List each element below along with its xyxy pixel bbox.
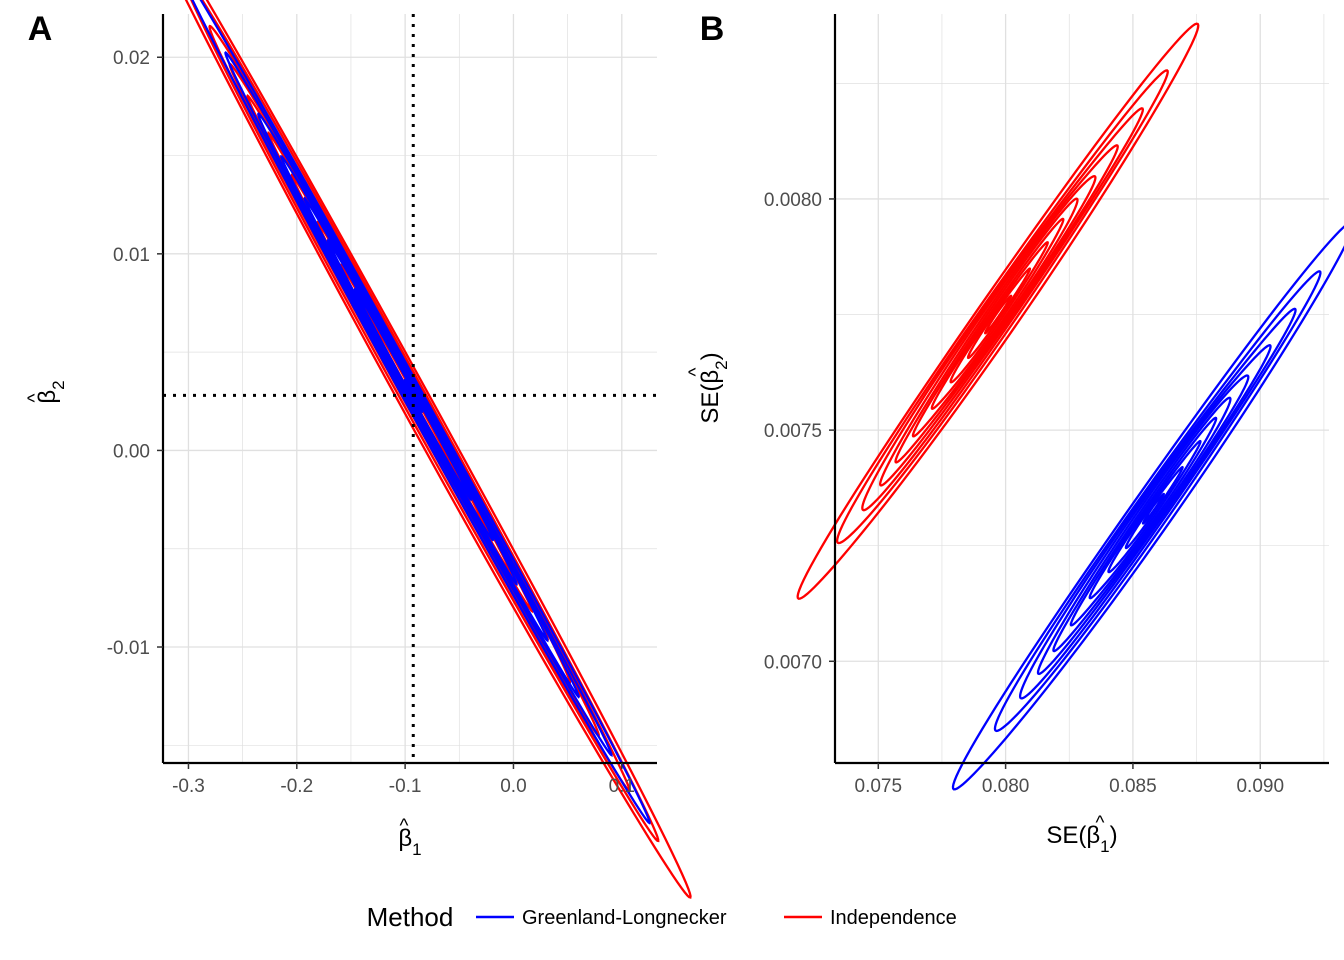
panel-a-y-tick-label-1: 0.00 (113, 441, 150, 462)
panel-b-contour-independence-0 (796, 22, 1200, 600)
legend: Method Greenland-Longnecker Independence (367, 902, 957, 932)
panel-b-x-axis-title: SE(β1) ^ (1046, 813, 1117, 856)
panel-b-contour-greenland-longnecker-0 (951, 225, 1344, 791)
panel-b-y-tick-label-2: 0.0080 (764, 190, 822, 211)
panel-a-contour-greenland-longnecker-7 (403, 378, 424, 414)
panel-b-x-axis-title-close: ) (1110, 822, 1118, 849)
panel-a-contour-independence-0 (184, 0, 692, 899)
panel-b-contour-greenland-longnecker-8 (1124, 465, 1184, 550)
panel-b-contours (796, 22, 1344, 791)
panel-a-y-tick-label-0: -0.01 (107, 638, 150, 659)
panel-b-x-axis-title-sub: 1 (1100, 837, 1109, 856)
svg-text:β1: β1 (398, 825, 421, 859)
panel-b-x-tick-label-2: 0.085 (1109, 776, 1157, 797)
panel-a-y-tick-label-2: 0.01 (113, 245, 150, 266)
panel-b-contour-independence-5 (911, 197, 1079, 438)
panel-b: B 0.075 0.080 0.085 0.090 0.0070 0.0075 0.0080… (686, 10, 1344, 856)
panel-b-y-tick-label-1: 0.0075 (764, 421, 822, 442)
panel-a-y-tick-label-3: 0.02 (113, 48, 150, 69)
panel-b-contour-greenland-longnecker-6 (1088, 416, 1218, 600)
panel-b-x-axis-title-base: SE(β (1046, 822, 1100, 849)
panel-b-x-axis-title-hat: ^ (1096, 813, 1105, 834)
panel-b-x-tick-label-3: 0.090 (1236, 776, 1284, 797)
panel-a-x-tick-label-4: 0.1 (609, 776, 635, 797)
panel-a-x-axis-title-sub: 1 (412, 840, 421, 859)
panel-a: A -0.3 -0.2 -0.1 0.0 0.1-0.010.000.010.02 β1… (25, 0, 692, 899)
panel-a-y-axis-title-base: β (34, 390, 61, 404)
panel-b-x-tick-label-0: 0.075 (855, 776, 903, 797)
legend-title: Method (367, 902, 454, 932)
legend-label-greenland-longnecker: Greenland-Longnecker (522, 907, 727, 929)
panel-b-y-axis-title-close: ) (697, 352, 724, 360)
panel-b-contour-greenland-longnecker-5 (1069, 396, 1232, 627)
panel-a-tag: A (28, 10, 53, 48)
svg-text:SE(β1): SE(β1) (1046, 822, 1117, 856)
panel-b-contour-greenland-longnecker-7 (1107, 439, 1202, 574)
panel-b-y-axis-title-base: SE(β (697, 370, 724, 424)
panel-a-contour-greenland-longnecker-0 (191, 0, 651, 825)
panel-b-contour-greenland-longnecker-2 (1018, 307, 1297, 700)
panel-b-contour-independence-1 (835, 69, 1169, 545)
panel-b-contour-independence-2 (861, 107, 1145, 512)
panel-b-contour-independence-4 (894, 175, 1097, 464)
panel-a-x-axis-title-base: β (398, 825, 412, 852)
panel-b-ticks: 0.075 0.080 0.085 0.090 0.0070 0.0075 0.0080 (764, 14, 1329, 797)
panel-a-contour-independence-1 (190, 0, 660, 843)
panel-b-x-tick-label-1: 0.080 (982, 776, 1030, 797)
panel-b-y-axis-title: SE(β2) ^ (686, 352, 731, 423)
panel-b-contour-independence-3 (879, 144, 1119, 487)
panel-b-contour-greenland-longnecker-9 (1141, 492, 1165, 525)
panel-a-ticks: -0.3 -0.2 -0.1 0.0 0.1 -0.01 0.00 0.01 0.02 (107, 14, 657, 797)
panel-a-x-tick-label-2: -0.1 (389, 776, 422, 797)
panel-a-y-axis-title: β2 ^ (25, 380, 68, 403)
panel-a-y-axis-title-hat: ^ (25, 393, 46, 402)
panel-a-contour-greenland-longnecker-5 (326, 238, 495, 542)
legend-label-independence: Independence (830, 907, 957, 929)
panel-a-x-axis-title-hat: ^ (400, 816, 409, 837)
panel-b-y-axis-title-sub: 2 (712, 360, 731, 369)
panel-b-contour-independence-8 (966, 267, 1032, 360)
panel-a-contours (184, 0, 692, 899)
panel-b-y-axis-title-hat: ^ (686, 367, 707, 376)
panel-b-contour-independence-7 (949, 241, 1049, 384)
svg-text:β2: β2 (34, 380, 68, 403)
panel-b-contour-independence-6 (930, 217, 1065, 410)
panel-a-x-axis-title: β1 ^ (398, 816, 421, 859)
panel-a-contour-greenland-longnecker-1 (224, 51, 613, 757)
panel-a-y-axis-title-sub: 2 (49, 380, 68, 389)
panel-a-contour-greenland-longnecker-6 (353, 287, 473, 502)
svg-text:SE(β2): SE(β2) (697, 352, 731, 423)
panel-b-tag: B (700, 10, 725, 48)
panel-a-x-tick-label-0: -0.3 (172, 776, 205, 797)
panel-b-contour-independence-9 (983, 294, 1013, 335)
panel-b-y-tick-label-0: 0.0070 (764, 652, 822, 673)
panel-b-contour-greenland-longnecker-1 (993, 270, 1322, 733)
panel-b-contour-greenland-longnecker-4 (1052, 374, 1250, 653)
panel-a-x-tick-label-3: 0.0 (500, 776, 526, 797)
panel-a-x-tick-label-1: -0.2 (280, 776, 313, 797)
panel-b-contour-greenland-longnecker-3 (1036, 344, 1272, 676)
panel-a-reference-lines (163, 14, 657, 763)
